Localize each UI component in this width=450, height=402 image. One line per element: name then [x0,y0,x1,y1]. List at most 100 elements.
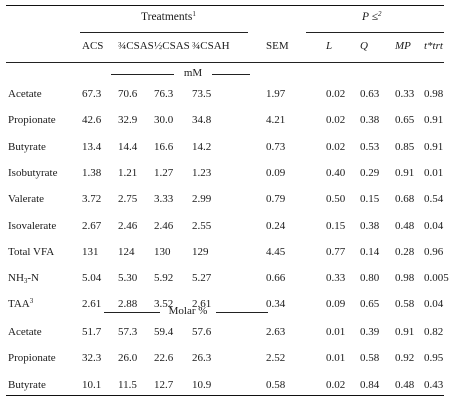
table-cell: 0.04 [424,219,444,232]
column-header-9: t*trt [424,40,443,52]
row-label: Propionate [8,353,56,364]
row-label-text: Isovalerate [8,219,57,232]
table-cell: 0.09 [266,166,286,179]
header-rule [6,62,444,63]
column-header-8: MP [395,40,411,52]
table-cell: 4.21 [266,114,286,127]
table-cell: 2.99 [192,193,212,206]
table-cell: 0.48 [395,219,415,232]
table-cell: 10.1 [82,378,102,391]
row-label-subscript: 3 [23,277,28,286]
row-label-superscript: 3 [29,297,34,306]
table-cell: 42.6 [82,114,102,127]
table-cell: 0.91 [395,326,415,338]
column-header-3: ½CSAS [154,40,190,52]
table-cell: 0.005 [424,272,449,285]
table-cell: 0.54 [424,193,444,206]
p-value-underline [306,32,444,33]
row-label: TAA3 [8,297,34,311]
table-cell: 2.67 [82,219,102,232]
table-cell: 2.46 [118,219,138,232]
table-cell: 0.91 [424,140,444,153]
table-cell: 0.65 [395,114,415,127]
row-label-text: TAA [8,298,30,311]
row-label: Acetate [8,89,42,100]
table-cell: 2.75 [118,193,138,206]
row-label-text: Total VFA [8,245,55,258]
column-header-1: ACS [82,40,104,52]
table-cell: 0.43 [424,378,444,391]
table-cell: 0.79 [266,193,286,206]
table-cell: 1.21 [118,166,138,179]
top-rule [6,5,444,6]
treatments-underline [80,32,248,33]
table-cell: 0.95 [424,352,444,365]
table-cell: 4.45 [266,245,286,258]
table-cell: 1.27 [154,166,174,179]
section-rule [216,312,268,313]
table-cell: 0.77 [326,245,346,258]
row-label: Propionate [8,115,56,126]
row-label-text: Acetate [8,326,42,338]
table-cell: 73.5 [192,88,212,100]
row-label: Isovalerate [8,219,57,232]
table-cell: 0.65 [360,298,380,311]
table-cell: 67.3 [82,88,102,100]
p-value-header: P ≤2 [362,10,382,23]
table-cell: 5.04 [82,272,102,285]
table-cell: 2.61 [192,298,212,311]
table-cell: 0.15 [326,219,346,232]
row-label: Total VFA [8,245,55,258]
table-cell: 3.72 [82,193,102,206]
table-cell: 0.38 [360,114,380,127]
table-cell: 5.30 [118,272,138,285]
table-cell: 34.8 [192,114,212,127]
row-label-suffix: -N [27,272,39,285]
table-cell: 0.91 [395,166,415,179]
column-header-4: ¾CSAH [192,40,230,52]
table-cell: 0.01 [326,326,346,338]
table-cell: 0.66 [266,272,286,285]
table-cell: 10.9 [192,378,212,391]
table-cell: 2.55 [192,219,212,232]
row-label-text: NH [8,272,24,285]
table-cell: 0.01 [326,352,346,365]
bottom-rule [6,395,444,396]
row-label: NH3-N [8,272,39,286]
table-cell: 26.3 [192,352,212,365]
table-cell: 5.92 [154,272,174,285]
table-cell: 0.53 [360,140,380,153]
row-label-text: Propionate [8,114,56,127]
table-cell: 3.33 [154,193,174,206]
table-cell: 57.3 [118,326,138,338]
table-cell: 76.3 [154,88,174,100]
table-cell: 0.02 [326,88,346,100]
row-label-text: Propionate [8,352,56,365]
table-cell: 0.29 [360,166,380,179]
column-header-7: Q [360,40,368,52]
table-cell: 26.0 [118,352,138,365]
table-cell: 0.38 [360,219,380,232]
table-cell: 57.6 [192,326,212,338]
table-cell: 0.48 [395,378,415,391]
table-cell: 124 [118,245,135,258]
table-cell: 51.7 [82,326,102,338]
table-cell: 0.98 [424,88,444,100]
table-cell: 32.9 [118,114,138,127]
table-cell: 1.23 [192,166,212,179]
table-cell: 0.73 [266,140,286,153]
table-cell: 0.24 [266,219,286,232]
table-cell: 2.61 [82,298,102,311]
table-cell: 1.97 [266,88,286,100]
table-cell: 0.34 [266,298,286,311]
table-cell: 0.14 [360,245,380,258]
column-header-6: L [326,40,333,52]
table-cell: 30.0 [154,114,174,127]
table-cell: 130 [154,245,171,258]
table-cell: 12.7 [154,378,174,391]
row-label: Isobutyrate [8,167,57,179]
table-cell: 1.38 [82,166,102,179]
table-cell: 0.58 [360,352,380,365]
table-cell: 14.4 [118,140,138,153]
table-cell: 0.58 [395,298,415,311]
